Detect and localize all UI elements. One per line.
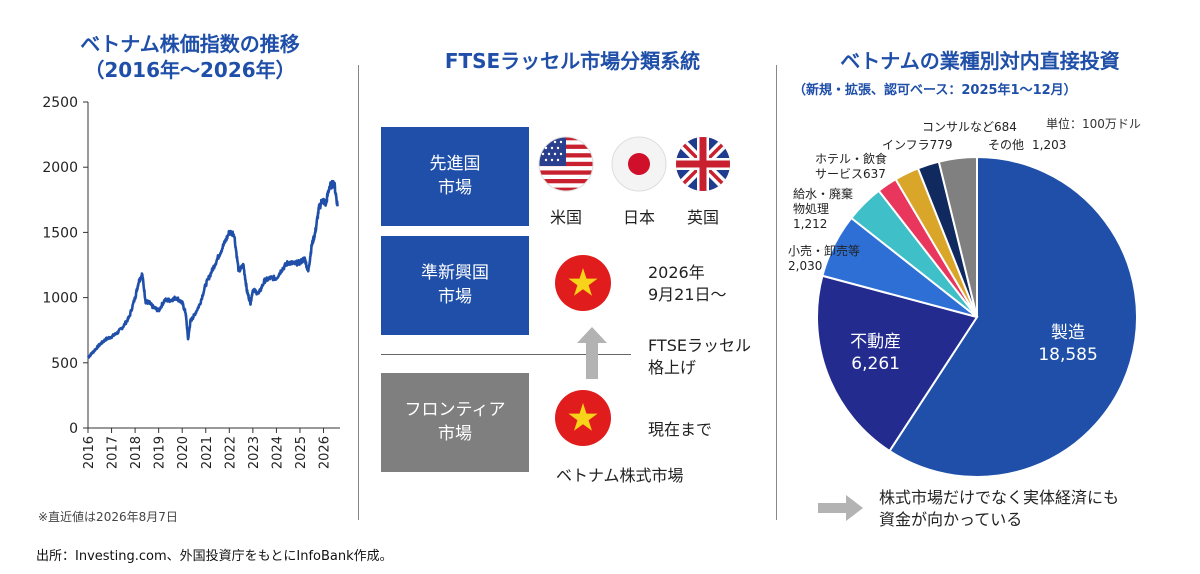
vietnam-flag-icon-current [555, 390, 611, 446]
fdi-subtitle: （新規・拡張、認可ベース：2025年1～12月） [793, 83, 1077, 98]
pie-label-infra: インフラ779 [882, 138, 953, 152]
current-status: 現在まで [648, 420, 713, 439]
ftse-upgrade-line2: 格上げ [648, 357, 697, 377]
x-tick-label: 2021 [200, 436, 215, 469]
developed-market-box: 先進国 市場 [381, 127, 529, 226]
japan-flag-icon [611, 136, 667, 192]
conclusion-line2: 資金が向かっている [879, 509, 1023, 529]
upgrade-arrow-icon [577, 327, 607, 379]
upgrade-date: 2026年 9月21日～ [648, 262, 727, 305]
secondary-emerging-label-2: 市場 [438, 286, 472, 307]
developed-market-label-1: 先進国 [429, 153, 481, 174]
x-tick-label: 2016 [82, 436, 97, 469]
pie-label-hotel-line1: ホテル・飲食 [815, 151, 887, 166]
vietnam-flag-icon-upgraded [555, 255, 611, 311]
upgrade-date-line2: 9月21日～ [648, 284, 727, 304]
x-tick-label: 2025 [294, 436, 309, 469]
frontier-market-label-2: 市場 [438, 423, 472, 444]
fdi-title: ベトナムの業種別対内直接投資 [840, 49, 1120, 73]
pie-slice-1 [816, 274, 979, 453]
divider-left [358, 65, 359, 520]
pie-label-hotel-value: サービス637 [815, 167, 886, 181]
y-tick-label: 1500 [42, 225, 78, 241]
stock-chart-title-line1: ベトナム株価指数の推移 [80, 32, 300, 56]
divider-right [776, 65, 777, 520]
x-tick-label: 2026 [318, 436, 333, 469]
stock-chart-title-line2: （2016年～2026年） [84, 58, 296, 82]
ftse-title: FTSEラッセル市場分類系統 [444, 49, 701, 73]
frontier-market-box: フロンティア 市場 [381, 373, 529, 472]
pie-label-real-estate: 不動産 [850, 332, 901, 352]
pie-label-retail: 小売・卸売等 [788, 243, 860, 258]
fdi-unit: 単位：100万ドル [1046, 117, 1141, 131]
upgrade-date-line1: 2026年 [648, 263, 705, 282]
y-tick-label: 500 [51, 356, 78, 372]
pie-value-real-estate: 6,261 [851, 354, 900, 374]
x-tick-label: 2017 [106, 436, 121, 469]
y-tick-label: 1000 [42, 291, 78, 307]
x-tick-label: 2023 [247, 436, 262, 469]
x-tick-label: 2018 [129, 436, 144, 469]
y-tick-label: 0 [69, 421, 78, 437]
us-flag-icon [538, 136, 594, 192]
frontier-market-label-1: フロンティア [404, 399, 506, 420]
x-tick-label: 2022 [223, 436, 238, 469]
ftse-upgrade-line1: FTSEラッセル [648, 336, 751, 355]
x-tick-label: 2024 [270, 436, 285, 469]
uk-flag-icon [676, 137, 730, 191]
secondary-emerging-market-box: 準新興国 市場 [381, 236, 529, 335]
pie-slice-7 [937, 155, 978, 318]
pie-label-water-line2: 物処理 [793, 202, 829, 216]
uk-label: 英国 [686, 208, 719, 227]
stock-chart-note: ※直近値は2026年8月7日 [38, 510, 178, 524]
pie-slice-0 [888, 155, 1138, 478]
pie-label-other: その他 [988, 138, 1024, 152]
stock-index-series-line [86, 179, 339, 359]
conclusion-arrow-icon [818, 495, 863, 521]
japan-label: 日本 [622, 208, 655, 227]
developed-market-label-2: 市場 [438, 177, 472, 198]
market-tier-divider [381, 354, 631, 355]
y-tick-label: 2500 [42, 95, 78, 111]
conclusion-line1: 株式市場だけでなく実体経済にも [879, 488, 1120, 507]
stock-line-chart: 0 500 1000 1500 2000 2500 2016 2017 2018 2019 2020… [42, 95, 340, 469]
vietnam-market-label: ベトナム株式市場 [556, 466, 684, 485]
conclusion-text: 株式市場だけでなく実体経済にも 資金が向かっている [879, 487, 1119, 530]
pie-label-consulting: コンサルなど684 [922, 120, 1017, 134]
ftse-upgrade-text: FTSEラッセル 格上げ [648, 335, 751, 378]
pie-label-manufacturing: 製造 [1051, 323, 1085, 343]
pie-value-other: 1,203 [1032, 138, 1066, 152]
y-tick-label: 2000 [42, 160, 78, 176]
stock-chart-title: ベトナム株価指数の推移 （2016年～2026年） [40, 31, 340, 83]
pie-value-retail: 2,030 [788, 259, 822, 273]
x-tick-label: 2019 [153, 436, 168, 469]
pie-value-water: 1,212 [793, 217, 827, 231]
x-tick-label: 2020 [176, 436, 191, 469]
pie-value-manufacturing: 18,585 [1038, 345, 1097, 365]
us-label: 米国 [549, 208, 582, 227]
pie-label-water-line1: 給水・廃棄 [793, 186, 853, 201]
source-note: 出所：Investing.com、外国投資庁をもとにInfoBank作成。 [36, 549, 393, 564]
secondary-emerging-label-1: 準新興国 [421, 262, 489, 283]
